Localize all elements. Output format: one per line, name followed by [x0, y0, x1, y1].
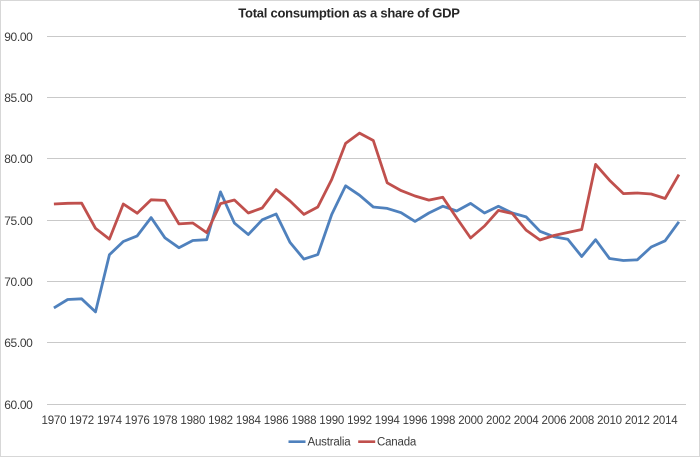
svg-text:2014: 2014 — [653, 415, 679, 427]
svg-text:80.00: 80.00 — [4, 152, 33, 166]
svg-text:70.00: 70.00 — [4, 275, 33, 289]
svg-text:1988: 1988 — [292, 415, 317, 427]
svg-text:90.00: 90.00 — [4, 30, 33, 44]
svg-text:1990: 1990 — [319, 415, 344, 427]
svg-text:2002: 2002 — [486, 415, 511, 427]
svg-text:2008: 2008 — [569, 415, 594, 427]
svg-text:1992: 1992 — [347, 415, 372, 427]
svg-text:2012: 2012 — [625, 415, 650, 427]
svg-text:75.00: 75.00 — [4, 214, 33, 228]
svg-text:1970: 1970 — [42, 415, 67, 427]
svg-text:1980: 1980 — [180, 415, 205, 427]
svg-text:60.00: 60.00 — [4, 398, 33, 412]
svg-text:1984: 1984 — [236, 415, 262, 427]
svg-text:1994: 1994 — [375, 415, 401, 427]
svg-text:2006: 2006 — [542, 415, 567, 427]
svg-text:1986: 1986 — [264, 415, 289, 427]
svg-text:2000: 2000 — [458, 415, 483, 427]
svg-text:Australia: Australia — [308, 436, 352, 448]
svg-text:1974: 1974 — [97, 415, 123, 427]
svg-text:1972: 1972 — [69, 415, 94, 427]
svg-text:85.00: 85.00 — [4, 91, 33, 105]
svg-text:1996: 1996 — [403, 415, 428, 427]
svg-text:Total consumption as a share o: Total consumption as a share of GDP — [238, 5, 460, 20]
svg-text:1976: 1976 — [125, 415, 150, 427]
svg-text:65.00: 65.00 — [4, 336, 33, 350]
svg-text:Canada: Canada — [377, 436, 417, 448]
svg-text:2004: 2004 — [514, 415, 540, 427]
svg-text:1998: 1998 — [430, 415, 455, 427]
svg-text:1978: 1978 — [153, 415, 178, 427]
svg-text:1982: 1982 — [208, 415, 233, 427]
svg-text:2010: 2010 — [597, 415, 622, 427]
